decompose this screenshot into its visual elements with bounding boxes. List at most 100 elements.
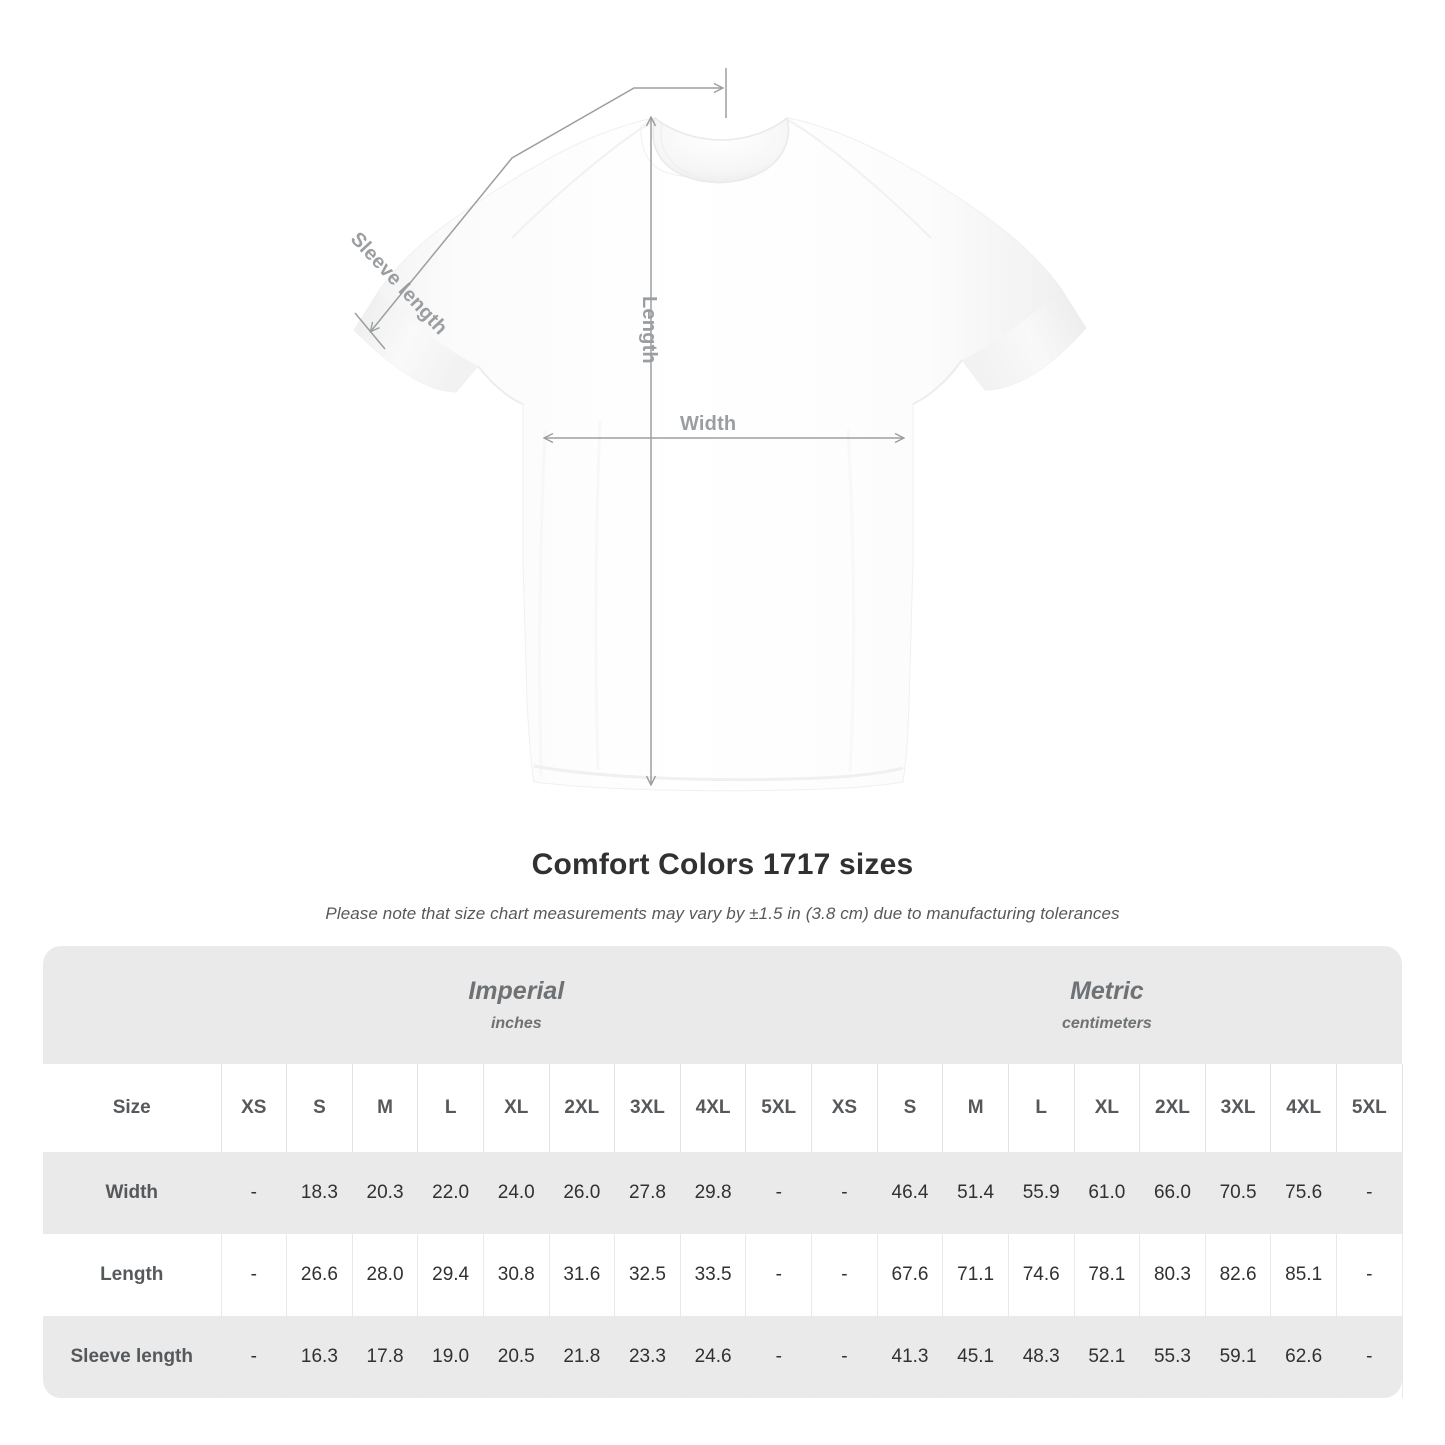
cell-width-metric-xs: -: [811, 1152, 878, 1234]
cell-sleeve-length-imperial-xl: 20.5: [482, 1316, 550, 1398]
cell-length-metric-4xl: 85.1: [1270, 1234, 1337, 1316]
width-label: Width: [680, 413, 737, 435]
cell-length-metric-xl: 78.1: [1073, 1234, 1141, 1316]
cell-sleeve-length-metric-xs: -: [811, 1316, 878, 1398]
cell-sleeve-length-imperial-2xl: 21.8: [548, 1316, 616, 1398]
cell-sleeve-length-metric-2xl: 55.3: [1139, 1316, 1206, 1398]
cell-sleeve-length-metric-m: 45.1: [942, 1316, 1009, 1398]
column-header-metric-5xl: 5XL: [1335, 1064, 1403, 1152]
cell-width-imperial-xs: -: [220, 1152, 288, 1234]
left-armhole-seam: [477, 365, 524, 405]
cell-length-metric-3xl: 82.6: [1204, 1234, 1272, 1316]
cell-width-metric-s: 46.4: [876, 1152, 944, 1234]
cell-sleeve-length-metric-xl: 52.1: [1073, 1316, 1141, 1398]
cell-length-metric-5xl: -: [1335, 1234, 1403, 1316]
cell-sleeve-length-metric-s: 41.3: [876, 1316, 944, 1398]
cell-sleeve-length-imperial-xs: -: [220, 1316, 288, 1398]
cell-length-metric-s: 67.6: [876, 1234, 944, 1316]
cell-sleeve-length-imperial-s: 16.3: [286, 1316, 353, 1398]
unit-header-spacer: [43, 946, 221, 1064]
cell-length-metric-xs: -: [811, 1234, 878, 1316]
cell-length-imperial-3xl: 32.5: [614, 1234, 681, 1316]
row-label-width: Width: [43, 1152, 222, 1234]
bottom-hem: [533, 764, 904, 782]
table-row: Width -18.3 20.3 22.0 24.0 26.0 27.8 29.8- -46.4…: [43, 1152, 1403, 1234]
unit-group-header-row: Imperial inches Metric centimeters: [43, 946, 1403, 1064]
column-header-metric-4xl: 4XL: [1270, 1064, 1337, 1152]
cell-width-imperial-s: 18.3: [286, 1152, 353, 1234]
tshirt-svg: [353, 68, 1087, 792]
unit-group-metric: Metric centimeters: [811, 946, 1403, 1064]
cell-width-imperial-xl: 24.0: [482, 1152, 550, 1234]
unit-group-imperial-sub: inches: [490, 1014, 542, 1032]
unit-group-metric-name: Metric: [1070, 977, 1144, 1006]
cell-sleeve-length-imperial-5xl: -: [745, 1316, 813, 1398]
page-title: Comfort Colors 1717 sizes: [531, 848, 914, 881]
column-header-metric-l: L: [1007, 1064, 1075, 1152]
cell-width-metric-l: 55.9: [1007, 1152, 1075, 1234]
cell-sleeve-length-metric-4xl: 62.6: [1270, 1316, 1337, 1398]
unit-group-imperial-name: Imperial: [468, 977, 565, 1006]
tolerance-note: Please note that size chart measurements…: [325, 904, 1120, 923]
cell-sleeve-length-imperial-m: 17.8: [351, 1316, 419, 1398]
cell-length-metric-2xl: 80.3: [1139, 1234, 1206, 1316]
unit-group-imperial: Imperial inches: [221, 946, 812, 1064]
body-fold-side: [538, 429, 547, 777]
cell-width-imperial-l: 22.0: [417, 1152, 484, 1234]
cell-width-metric-m: 51.4: [942, 1152, 1009, 1234]
cell-width-metric-xl: 61.0: [1073, 1152, 1141, 1234]
row-label-length: Length: [43, 1234, 222, 1316]
length-label: Length: [638, 296, 660, 364]
right-sleeve-hem: [962, 290, 1086, 390]
column-header-imperial-4xl: 4XL: [679, 1064, 747, 1152]
column-header-imperial-l: L: [417, 1064, 484, 1152]
cell-sleeve-length-imperial-3xl: 23.3: [614, 1316, 681, 1398]
table-row: Length -26.6 28.0 29.4 30.8 31.6 32.5 33.5- -67.…: [43, 1234, 1403, 1316]
cell-width-metric-5xl: -: [1335, 1152, 1403, 1234]
cell-length-metric-l: 74.6: [1007, 1234, 1075, 1316]
cell-width-imperial-m: 20.3: [351, 1152, 419, 1234]
cell-length-imperial-s: 26.6: [286, 1234, 353, 1316]
cell-width-imperial-2xl: 26.0: [548, 1152, 616, 1234]
column-header-imperial-5xl: 5XL: [745, 1064, 813, 1152]
cell-sleeve-length-metric-5xl: -: [1335, 1316, 1403, 1398]
column-header-metric-2xl: 2XL: [1139, 1064, 1206, 1152]
column-header-imperial-s: S: [286, 1064, 353, 1152]
size-chart-table: Imperial inches Metric centimeters Size X…: [43, 946, 1403, 1398]
chart-heading: Comfort Colors 1717 sizes Please note th…: [0, 848, 1445, 924]
cell-sleeve-length-metric-3xl: 59.1: [1204, 1316, 1272, 1398]
tshirt-garment: [353, 116, 1087, 792]
cell-width-imperial-3xl: 27.8: [614, 1152, 681, 1234]
cell-width-imperial-5xl: -: [745, 1152, 813, 1234]
cell-width-metric-3xl: 70.5: [1204, 1152, 1272, 1234]
size-header-row: Size XS S M L XL 2XL 3XL 4XL 5XL XS S M L XL 2XL 3XL 4XL 5…: [43, 1064, 1403, 1152]
column-header-metric-s: S: [876, 1064, 944, 1152]
right-shoulder-seam: [787, 119, 932, 239]
table-row: Sleeve length -16.3 17.8 19.0 20.5 21.8 23.3 24…: [43, 1316, 1403, 1398]
column-header-size: Size: [43, 1064, 222, 1152]
cell-length-imperial-m: 28.0: [351, 1234, 419, 1316]
cell-width-imperial-4xl: 29.8: [679, 1152, 747, 1234]
table-head: Imperial inches Metric centimeters Size X…: [43, 946, 1403, 1152]
cell-length-imperial-xl: 30.8: [482, 1234, 550, 1316]
column-header-imperial-xs: XS: [220, 1064, 288, 1152]
column-header-metric-xs: XS: [811, 1064, 878, 1152]
cell-length-imperial-l: 29.4: [417, 1234, 484, 1316]
tshirt-body-shape: [353, 117, 1087, 792]
table-body: Width -18.3 20.3 22.0 24.0 26.0 27.8 29.8- -46.4…: [43, 1152, 1403, 1398]
body-fold-right: [846, 429, 856, 773]
size-chart-table-container: Imperial inches Metric centimeters Size X…: [43, 946, 1403, 1398]
cell-length-imperial-xs: -: [220, 1234, 288, 1316]
cell-length-metric-m: 71.1: [942, 1234, 1009, 1316]
body-fold-left: [594, 419, 602, 771]
cell-length-imperial-5xl: -: [745, 1234, 813, 1316]
cell-length-imperial-2xl: 31.6: [548, 1234, 616, 1316]
column-header-imperial-2xl: 2XL: [548, 1064, 616, 1152]
column-header-imperial-3xl: 3XL: [614, 1064, 681, 1152]
row-label-sleeve-length: Sleeve length: [43, 1316, 222, 1398]
cell-sleeve-length-imperial-4xl: 24.6: [679, 1316, 747, 1398]
column-header-metric-3xl: 3XL: [1204, 1064, 1272, 1152]
sleeve-length-arrow: [371, 88, 722, 331]
unit-group-metric-sub: centimeters: [1061, 1014, 1152, 1032]
right-armhole-seam: [912, 359, 963, 405]
